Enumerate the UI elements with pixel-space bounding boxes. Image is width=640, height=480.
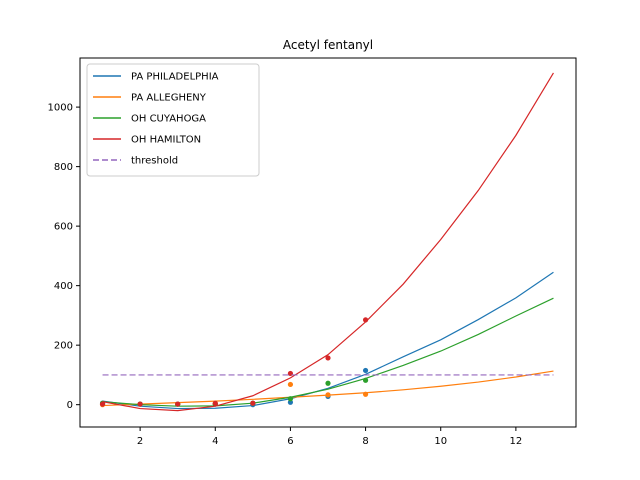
legend-box (86, 63, 260, 177)
series-layer (99, 72, 554, 412)
data-point (362, 391, 369, 397)
data-point (362, 367, 369, 374)
data-point (325, 355, 331, 361)
chart-title: Acetyl fentanyl (283, 38, 373, 52)
y-tick-label: 600 (54, 222, 73, 233)
data-point (362, 317, 369, 323)
data-point (212, 400, 218, 406)
x-tick-label: 10 (434, 436, 447, 447)
data-point (287, 396, 294, 402)
y-tick-label: 400 (54, 281, 73, 292)
data-point (325, 392, 331, 398)
x-tick-label: 6 (287, 436, 293, 447)
data-point (362, 377, 369, 383)
y-tick-label: 0 (67, 400, 73, 411)
legend-label: OH HAMILTON (131, 135, 201, 146)
y-tick-label: 1000 (48, 103, 73, 114)
x-tick-label: 2 (137, 436, 143, 447)
data-point (250, 400, 256, 406)
y-tick-label: 200 (54, 341, 73, 352)
series-oh-hamilton (99, 72, 554, 412)
legend-label: OH CUYAHOGA (131, 114, 206, 125)
legend-label: PA PHILADELPHIA (131, 72, 219, 83)
x-tick-label: 8 (362, 436, 368, 447)
legend-label: threshold (131, 156, 178, 167)
data-point (287, 381, 294, 388)
data-point (99, 401, 106, 407)
axes-frame (79, 57, 577, 428)
data-point (175, 401, 181, 407)
legend: PA PHILADELPHIA PA ALLEGHENY OH CUYAHOGA OH… (86, 63, 260, 177)
series-line (102, 72, 554, 412)
x-tick-label: 12 (510, 436, 523, 447)
y-tick-label: 800 (54, 162, 73, 173)
data-point (287, 399, 294, 405)
ticks-layer: 2 4 6 8 10 12 0 200 400 600 800 1000 (48, 103, 523, 447)
series-line (102, 271, 554, 410)
legend-label: PA ALLEGHENY (131, 93, 207, 104)
data-point (137, 401, 143, 407)
x-tick-label: 4 (212, 436, 218, 447)
data-point (325, 380, 331, 386)
